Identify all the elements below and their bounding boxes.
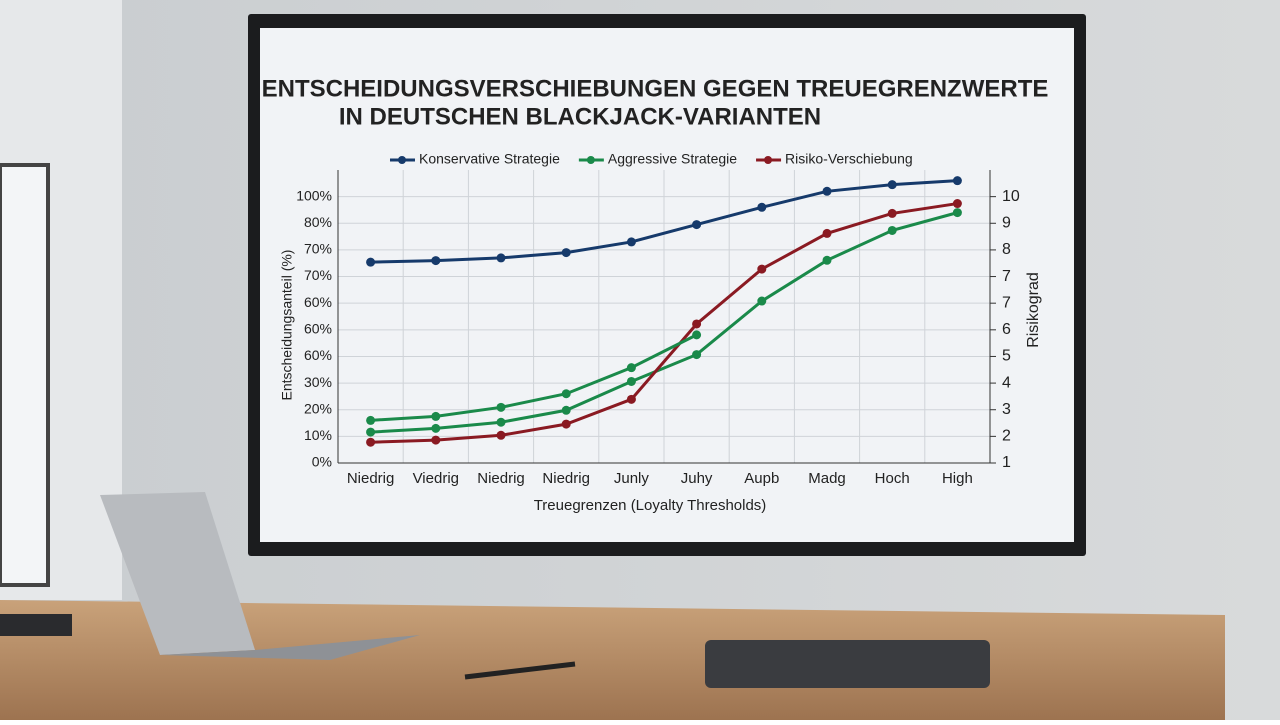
y-tick-label: 60% [304, 294, 332, 310]
notebook [705, 640, 990, 688]
x-axis-label: Treuegrenzen (Loyalty Thresholds) [534, 497, 767, 514]
point [952, 199, 962, 209]
point [692, 220, 702, 230]
y-tick-label: 10% [304, 427, 332, 443]
x-tick-label: Junly [614, 470, 650, 487]
y2-tick-label: 4 [1002, 374, 1011, 391]
point [431, 435, 441, 445]
point [431, 411, 441, 421]
point [626, 237, 636, 247]
x-tick-label: Niedrig [347, 470, 395, 487]
point [496, 402, 506, 412]
point [561, 248, 571, 258]
pen [464, 661, 576, 680]
point [366, 427, 376, 437]
x-tick-label: High [942, 470, 973, 487]
point [952, 176, 962, 186]
point [366, 415, 376, 425]
laptop-lid [100, 492, 255, 655]
legend-entry: Risiko-Verschiebung [785, 151, 913, 167]
series-line [370, 211, 958, 434]
point [561, 405, 571, 415]
point [887, 225, 897, 235]
y-tick-label: 60% [304, 347, 332, 363]
point [757, 202, 767, 212]
point [561, 389, 571, 399]
tablet [0, 614, 72, 636]
y-tick-label: 0% [312, 454, 332, 470]
legend-entry: Konservative Strategie [419, 151, 560, 167]
point [887, 208, 897, 218]
point [626, 376, 636, 386]
x-tick-label: Madg [808, 470, 846, 487]
point [692, 330, 702, 340]
y-tick-label: 60% [304, 321, 332, 337]
y-axis-label: Entscheidungsanteil (%) [279, 250, 295, 401]
y2-tick-label: 9 [1002, 214, 1011, 231]
y-tick-label: 70% [304, 241, 332, 257]
point [822, 255, 832, 265]
point [887, 180, 897, 190]
point [431, 423, 441, 433]
screen [260, 28, 1074, 542]
point [757, 264, 767, 274]
table [0, 600, 1225, 720]
point [822, 186, 832, 196]
series-line [370, 333, 698, 422]
point [496, 430, 506, 440]
y2-axis-label: Risikograd [1025, 272, 1042, 348]
legend-marker [764, 156, 773, 164]
y2-tick-label: 6 [1002, 321, 1011, 338]
y-tick-label: 20% [304, 400, 332, 416]
legend-marker [586, 156, 595, 164]
x-tick-label: Viedrig [413, 470, 459, 487]
window [0, 163, 50, 587]
y2-tick-label: 7 [1002, 294, 1011, 311]
legend-marker [398, 156, 406, 164]
y2-tick-label: 2 [1002, 428, 1011, 445]
x-tick-label: Aupb [744, 470, 779, 487]
point [822, 228, 832, 238]
chart-subtitle: IN DEUTSCHEN BLACKJACK-VARIANTEN [339, 103, 821, 130]
y-tick-label: 30% [304, 374, 332, 390]
y2-tick-label: 5 [1002, 348, 1011, 365]
y2-tick-label: 1 [1002, 454, 1011, 471]
y-tick-label: 100% [296, 187, 332, 203]
x-tick-label: Juhy [681, 470, 713, 487]
point [561, 419, 571, 429]
x-tick-label: Niedrig [542, 470, 590, 487]
point [496, 253, 506, 263]
y2-tick-label: 10 [1002, 188, 1020, 205]
series-line [370, 202, 958, 444]
y2-tick-label: 8 [1002, 241, 1011, 258]
point [496, 417, 506, 427]
y2-tick-label: 3 [1002, 401, 1011, 418]
y-tick-label: 80% [304, 214, 332, 230]
y-tick-label: 70% [304, 267, 332, 283]
laptop-base [160, 635, 420, 660]
legend-entry: Aggressive Strategie [608, 151, 737, 167]
x-tick-label: Hoch [875, 470, 910, 487]
point [692, 350, 702, 360]
point [626, 363, 636, 373]
y2-tick-label: 7 [1002, 268, 1011, 285]
x-tick-label: Niedrig [477, 470, 525, 487]
point [952, 208, 962, 218]
point [366, 257, 376, 267]
point [692, 319, 702, 329]
point [366, 437, 376, 447]
series-line [370, 179, 958, 264]
point [757, 296, 767, 306]
chart-title: ENTSCHEIDUNGSVERSCHIEBUNGEN GEGEN TREUEG… [262, 75, 1049, 102]
point [431, 256, 441, 266]
point [626, 394, 636, 404]
